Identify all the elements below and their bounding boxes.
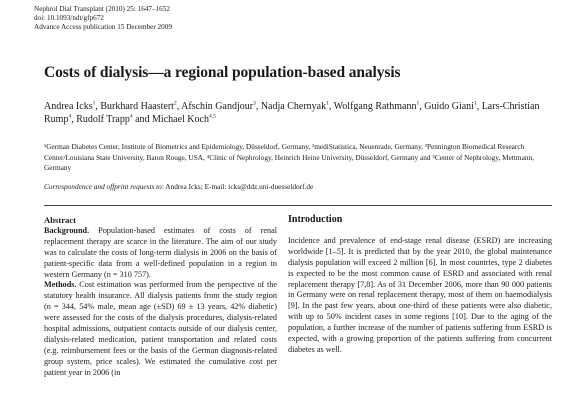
author-affiliation-sup: 1 [326, 100, 329, 107]
paper-title: Costs of dialysis—a regional population-… [44, 64, 401, 81]
author-name: Andrea Icks [44, 101, 93, 112]
abstract-background: Background. Population-based estimates o… [44, 226, 277, 281]
author-affiliation-sup: 1 [92, 100, 96, 107]
author-affiliation-sup: 4 [68, 113, 72, 120]
author-affiliation-sup: 1 [473, 100, 477, 107]
author-affiliation-sup: 4,5 [208, 113, 216, 120]
author-affiliation-sup: 3 [253, 100, 256, 107]
doi[interactable]: doi: 10.1093/ndt/gfp672 [34, 14, 104, 22]
introduction-column: Introduction Incidence and prevalence of… [288, 214, 552, 356]
author-name: Michael Koch [152, 113, 209, 125]
introduction-text: Incidence and prevalence of end-stage re… [288, 235, 552, 354]
author-name: Lars-Christian Rump [44, 101, 540, 125]
publication-note: Advance Access publication 15 December 2… [34, 23, 172, 31]
spacer [288, 226, 552, 236]
background-text: Population-based estimates of costs of r… [44, 225, 277, 279]
affiliations: ¹German Diabetes Center, Institute of Bi… [44, 142, 534, 172]
author-affiliation-sup: 2 [173, 100, 177, 107]
correspondence-label: Correspondence and offprint requests to [44, 182, 162, 191]
abstract-methods: Methods. Cost estimation was performed f… [44, 280, 277, 378]
author-name: Burkhard Haastert [100, 101, 174, 112]
author-list: Andrea Icks1, Burkhard Haastert2, Afschi… [44, 100, 540, 125]
correspondence: Correspondence and offprint requests to:… [44, 182, 549, 191]
abstract-heading: Abstract [44, 215, 76, 225]
abstract-column: Abstract Background. Population-based es… [44, 215, 277, 379]
methods-text: Cost estimation was performed from the p… [44, 280, 277, 377]
journal-header: Nephrol Dial Transplant (2010) 25: 1647–… [34, 5, 172, 32]
journal-citation: Nephrol Dial Transplant (2010) 25: 1647–… [34, 5, 170, 13]
background-label: Background. [44, 225, 90, 235]
author-name: Guido Giani [424, 101, 474, 112]
correspondence-text[interactable]: : Andrea Icks; E-mail: icks@ddz.uni-dues… [161, 182, 314, 191]
author-name: Rudolf Trapp [76, 113, 130, 125]
divider [44, 205, 552, 206]
methods-label: Methods. [44, 280, 77, 290]
author-name: Wolfgang Rathmann [333, 101, 417, 112]
author-name: Nadja Chernyak [260, 101, 327, 112]
author-affiliation-sup: 1 [416, 100, 420, 107]
introduction-heading: Introduction [288, 214, 343, 225]
author-name: Afschin Gandjour [181, 101, 254, 112]
author-affiliation-sup: 4 [129, 113, 133, 120]
